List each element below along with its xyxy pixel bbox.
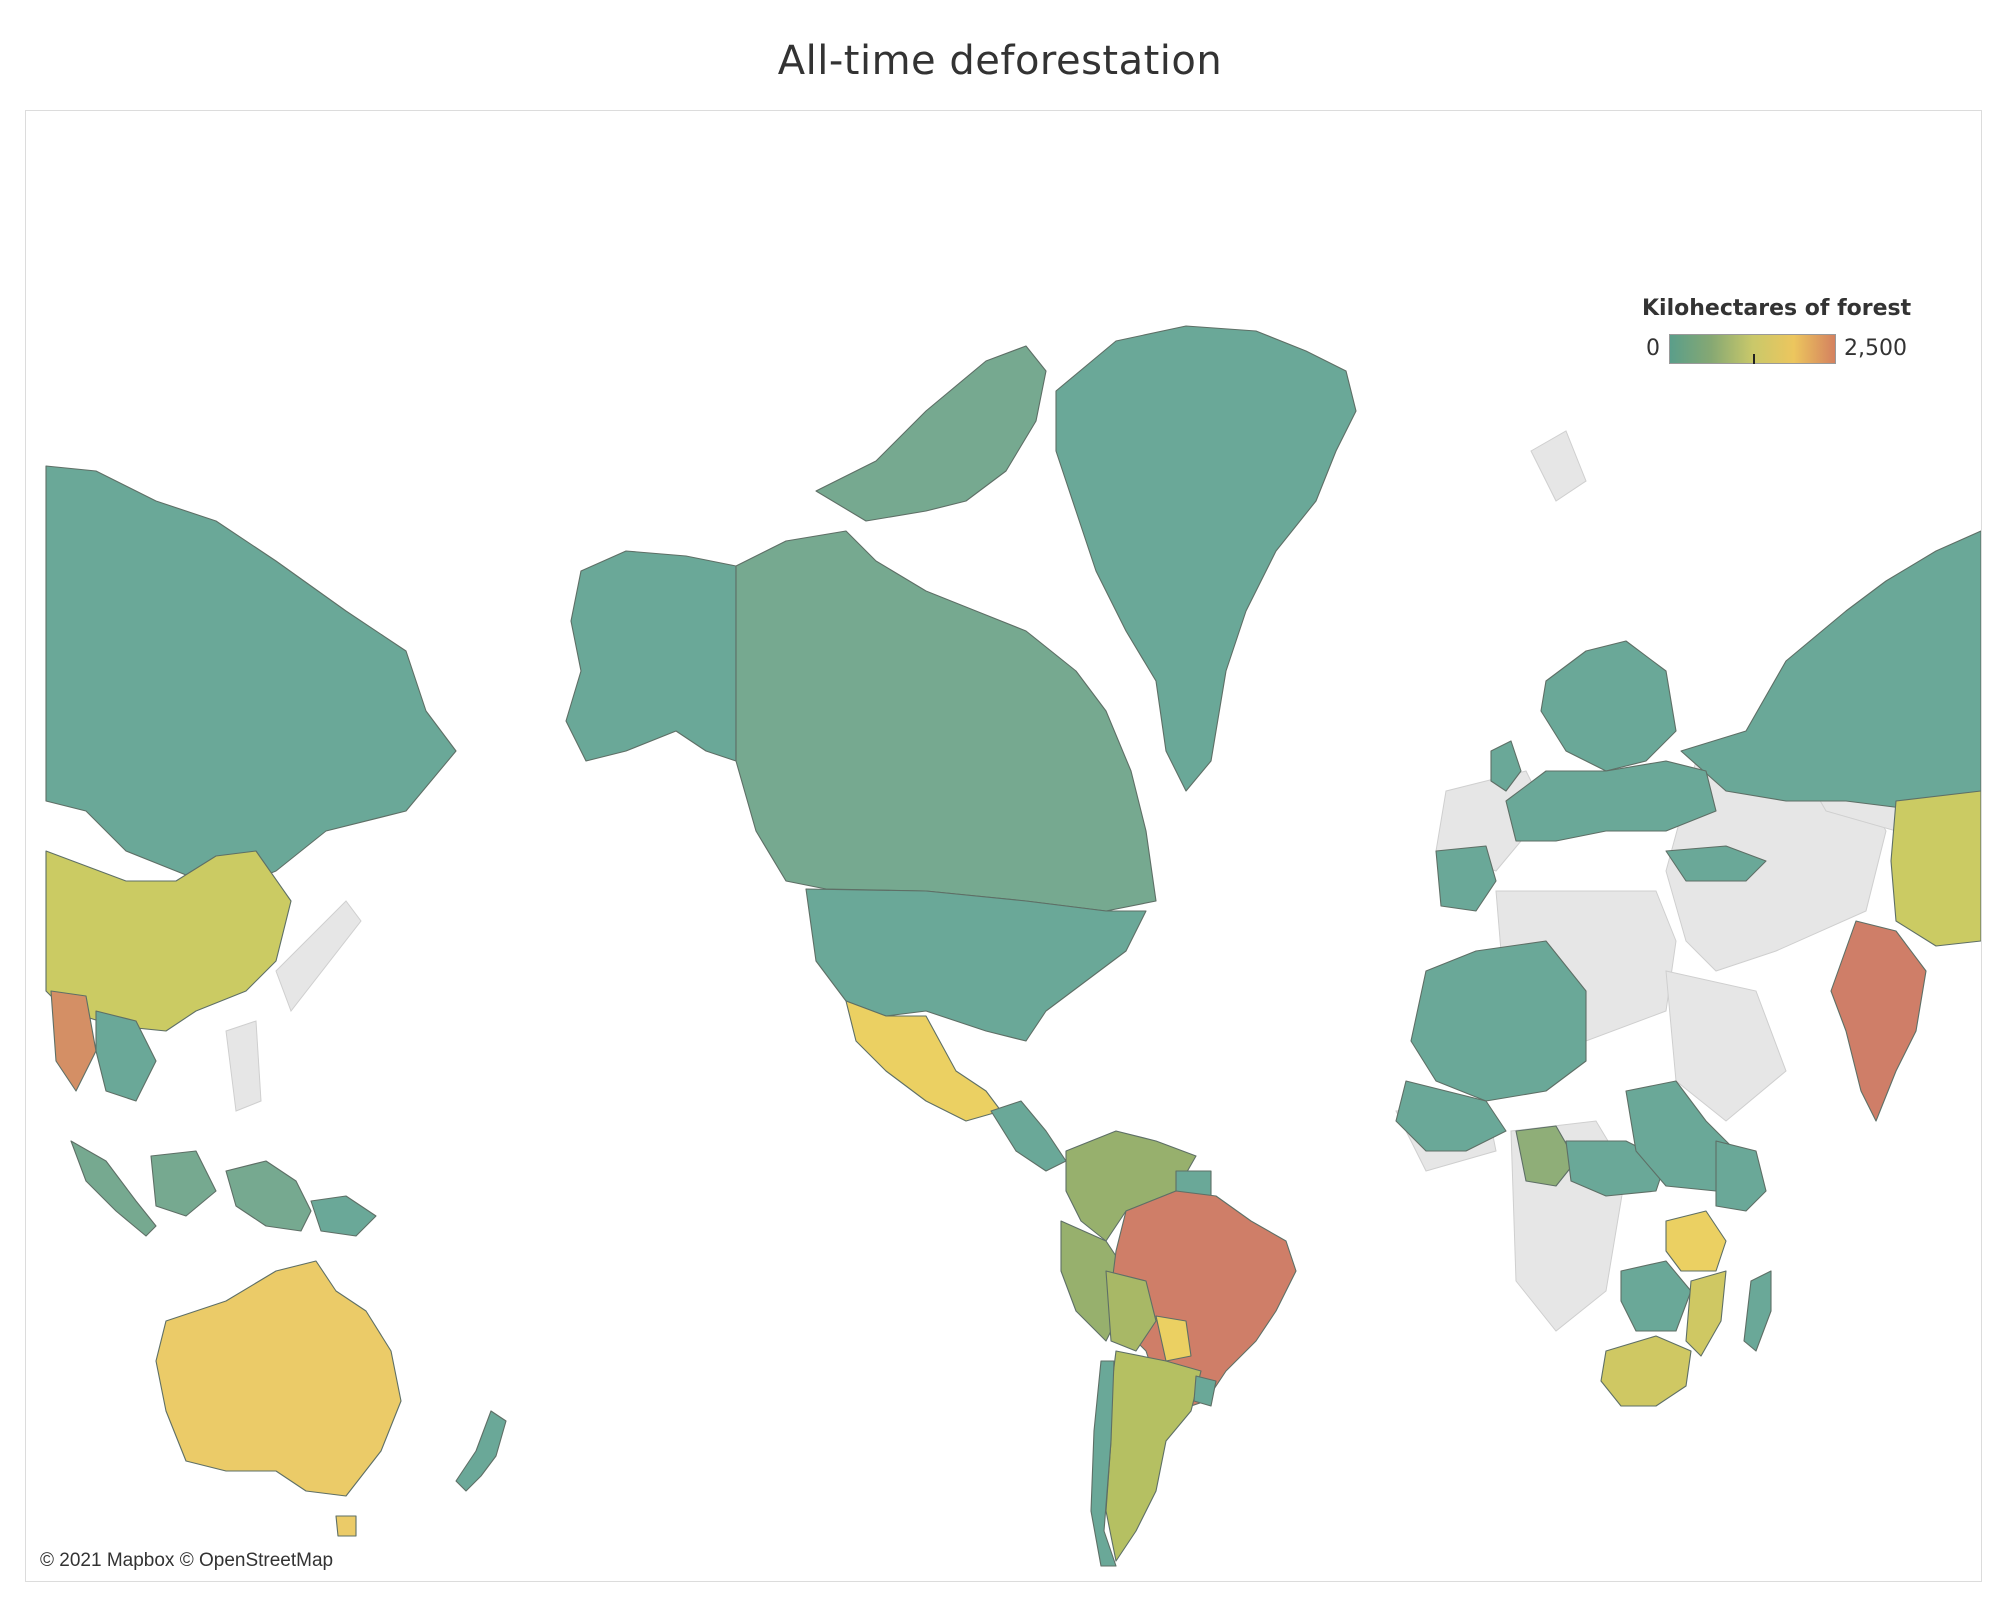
map-title: All-time deforestation (777, 38, 1223, 84)
country-canada (735, 530, 1157, 912)
country-turkey (1665, 845, 1767, 882)
legend-marker (1753, 354, 1755, 364)
country-europe-north (1540, 640, 1677, 772)
country-chile (1090, 1360, 1117, 1567)
country-indonesia-east (225, 1160, 312, 1232)
country-russia-west (1680, 530, 1981, 812)
country-madagascar (1743, 1270, 1772, 1352)
country-central-america (990, 1100, 1067, 1172)
legend-gradient-bar (1669, 334, 1836, 364)
color-legend: Kilohectares of forest 0 2,500 (1626, 296, 1926, 366)
country-se-asia (95, 1010, 157, 1102)
map-canvas[interactable]: Kilohectares of forest 0 2,500 (25, 110, 1982, 1582)
region-philippines (225, 1020, 262, 1112)
country-east-africa (1715, 1140, 1767, 1212)
map-attribution[interactable]: © 2021 Mapbox © OpenStreetMap (40, 1550, 334, 1571)
country-south-africa (1600, 1335, 1692, 1407)
country-australia (155, 1260, 402, 1497)
country-indonesia-sumatra (70, 1140, 157, 1237)
country-china-west (1890, 790, 1981, 947)
country-nigeria (1515, 1125, 1577, 1187)
country-iberia (1435, 845, 1497, 912)
region-japan-korea (275, 900, 362, 1013)
world-map[interactable] (26, 111, 1981, 1581)
legend-max-label: 2,500 (1844, 336, 1907, 361)
countries[interactable] (45, 325, 1981, 1567)
country-india (1830, 920, 1927, 1122)
country-greenland (1055, 325, 1357, 792)
country-uruguay (1193, 1375, 1217, 1407)
country-europe-central (1505, 760, 1717, 842)
country-argentina (1105, 1350, 1202, 1562)
country-southern-central-africa (1620, 1260, 1692, 1332)
country-bolivia (1105, 1270, 1157, 1352)
country-tasmania (335, 1515, 357, 1537)
country-new-zealand (455, 1410, 507, 1492)
country-uk (1490, 740, 1522, 792)
country-west-africa (1395, 1080, 1507, 1152)
country-alaska (565, 550, 737, 762)
country-north-africa (1410, 940, 1587, 1102)
legend-min-label: 0 (1646, 336, 1660, 361)
region-svalbard (1530, 430, 1587, 502)
country-myanmar (50, 990, 97, 1092)
country-indonesia-borneo (150, 1150, 217, 1217)
region-arabia (1665, 970, 1787, 1122)
country-canada-arctic (815, 345, 1047, 522)
country-papua-new-guinea (310, 1195, 377, 1237)
country-mozambique (1685, 1270, 1727, 1357)
country-russia-east (45, 465, 457, 892)
country-paraguay (1155, 1315, 1192, 1362)
legend-title: Kilohectares of forest (1642, 296, 1912, 321)
country-tanzania (1665, 1210, 1727, 1272)
